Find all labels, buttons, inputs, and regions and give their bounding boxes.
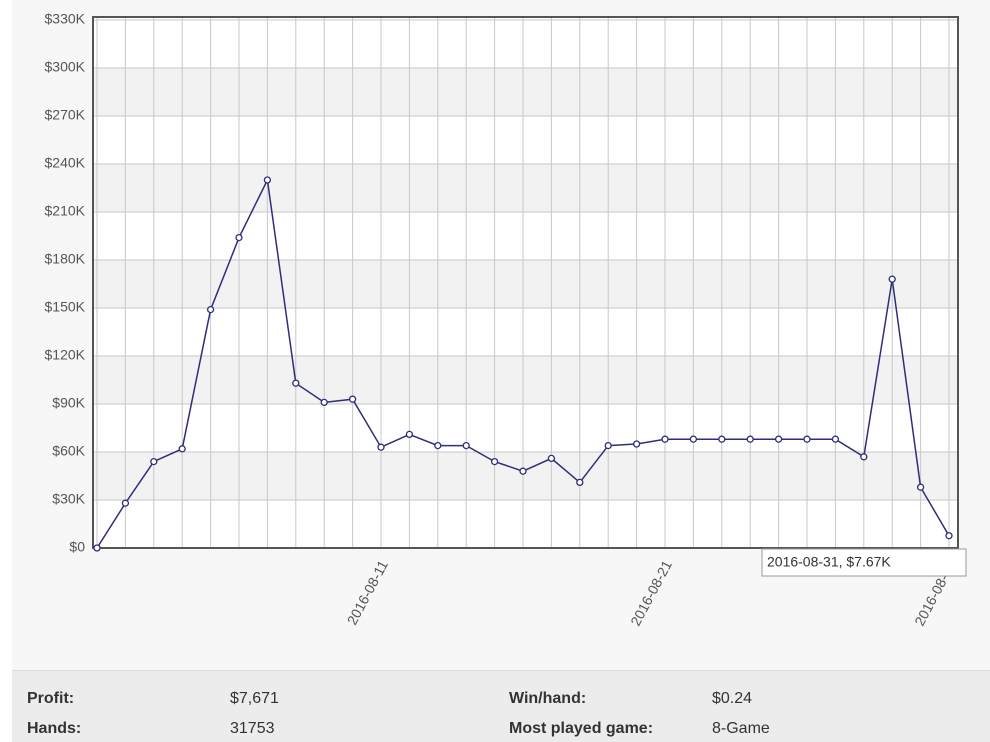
y-tick-label: $270K — [45, 107, 86, 123]
point — [519, 467, 527, 475]
grid-band — [93, 356, 958, 404]
grid-band — [93, 164, 958, 212]
y-tick-label: $90K — [52, 395, 85, 411]
point — [235, 233, 243, 242]
stat-label: Win/hand: — [509, 690, 586, 707]
y-tick-label: $240K — [45, 155, 86, 171]
stat-value: $7,671 — [230, 690, 279, 707]
point — [718, 435, 726, 443]
stat-label: Hands: — [27, 720, 81, 737]
stat-value: 31753 — [230, 720, 275, 737]
grid-band — [93, 452, 958, 500]
point — [263, 176, 272, 184]
plot-border — [92, 16, 959, 549]
point — [320, 398, 328, 407]
point — [689, 435, 698, 443]
stat-label: Most played game: — [509, 720, 653, 737]
y-tick-label: $300K — [45, 59, 86, 75]
y-tick-label: $150K — [45, 299, 86, 315]
stat-label: Profit: — [27, 690, 74, 707]
point — [462, 441, 470, 450]
point — [93, 544, 101, 552]
y-tick-label: $330K — [45, 11, 86, 27]
point — [888, 275, 896, 283]
point — [121, 499, 130, 507]
point — [377, 443, 385, 451]
y-tick-label: $30K — [52, 491, 85, 507]
point — [292, 379, 300, 387]
grid — [92, 16, 959, 549]
point — [916, 483, 925, 491]
tooltip: 2016-08-31, $7.67K — [767, 554, 891, 570]
point — [490, 457, 499, 466]
y-tick-label: $0 — [69, 539, 85, 555]
point — [803, 435, 811, 443]
point — [576, 478, 584, 487]
point — [150, 457, 158, 466]
point — [860, 453, 868, 461]
point — [178, 445, 186, 453]
point — [746, 435, 754, 443]
grid-band — [93, 68, 958, 116]
y-tick-label: $120K — [45, 347, 86, 363]
point — [604, 441, 612, 450]
point — [547, 454, 556, 463]
grid-band — [93, 260, 958, 308]
point — [348, 395, 357, 403]
y-tick-label: $210K — [45, 203, 86, 219]
point — [632, 440, 641, 448]
stats-panel — [12, 670, 990, 742]
point — [206, 305, 215, 314]
stat-value: 8-Game — [712, 720, 770, 737]
point — [661, 435, 669, 443]
plot — [93, 176, 953, 552]
point — [434, 441, 442, 450]
point — [831, 435, 840, 443]
point — [405, 430, 414, 439]
y-tick-label: $180K — [45, 251, 86, 267]
tooltip-box — [761, 548, 967, 577]
point — [945, 532, 953, 540]
y-tick-label: $60K — [52, 443, 85, 459]
stat-value: $0.24 — [712, 690, 752, 707]
point — [774, 435, 783, 443]
